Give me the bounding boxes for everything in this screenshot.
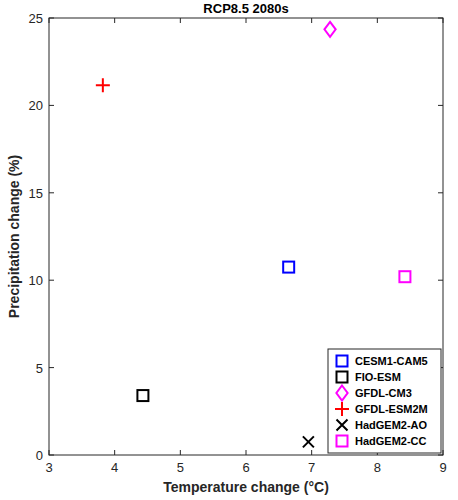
y-tick-label: 10 <box>29 273 43 288</box>
x-tick <box>180 450 181 455</box>
legend-label: HadGEM2-AO <box>355 419 428 431</box>
point <box>303 436 314 447</box>
plot-area <box>49 18 443 455</box>
legend-label: FIO-ESM <box>355 371 401 383</box>
legend-box <box>328 349 441 453</box>
x-tick <box>311 450 312 455</box>
y-tick-label: 5 <box>36 361 43 376</box>
legend-marker <box>337 436 348 447</box>
x-tick <box>114 450 115 455</box>
point <box>283 262 294 273</box>
legend-label: GFDL-ESM2M <box>355 403 428 415</box>
point <box>96 78 110 92</box>
x-tick-top <box>246 18 247 23</box>
x-label: Temperature change (°C) <box>163 479 329 495</box>
point <box>324 22 335 37</box>
x-tick-label: 4 <box>111 460 118 475</box>
y-tick-right <box>438 192 443 193</box>
y-tick-label: 20 <box>29 98 43 113</box>
legend-marker <box>336 386 347 401</box>
y-tick-label: 25 <box>29 11 43 26</box>
legend-marker <box>337 356 348 367</box>
legend: CESM1-CAM5 FIO-ESM GFDL-CM3 GFDL-ESM2M HadGE… <box>328 349 441 453</box>
y-tick <box>49 192 54 193</box>
x-tick-label: 5 <box>177 460 184 475</box>
frame <box>49 18 443 455</box>
x-tick-top <box>114 18 115 23</box>
x-tick-label: 7 <box>308 460 315 475</box>
legend-label: HadGEM2-CC <box>355 435 427 447</box>
y-tick <box>49 280 54 281</box>
x-tick-top <box>180 18 181 23</box>
chart: 3 4 5 6 7 8 9 0 5 10 15 20 25 RCP8.5 2080s Temperature… <box>0 0 458 500</box>
x-tick-label: 6 <box>242 460 249 475</box>
y-tick <box>49 367 54 368</box>
point <box>399 271 410 282</box>
legend-label: GFDL-CM3 <box>355 387 412 399</box>
x-tick-label: 9 <box>439 460 446 475</box>
y-tick-right <box>438 280 443 281</box>
point <box>137 390 148 401</box>
legend-marker <box>337 420 348 431</box>
x-tick-top <box>377 18 378 23</box>
title: RCP8.5 2080s <box>203 1 288 16</box>
y-tick-right <box>438 105 443 106</box>
x-tick <box>246 450 247 455</box>
y-tick-label: 0 <box>36 448 43 463</box>
y-tick <box>49 105 54 106</box>
y-label: Precipitation change (%) <box>6 155 22 318</box>
x-tick-top <box>311 18 312 23</box>
legend-marker <box>335 402 349 416</box>
x-tick-label: 3 <box>45 460 52 475</box>
y-tick-label: 15 <box>29 186 43 201</box>
legend-marker <box>337 372 348 383</box>
legend-label: CESM1-CAM5 <box>355 355 428 367</box>
x-tick-label: 8 <box>374 460 381 475</box>
